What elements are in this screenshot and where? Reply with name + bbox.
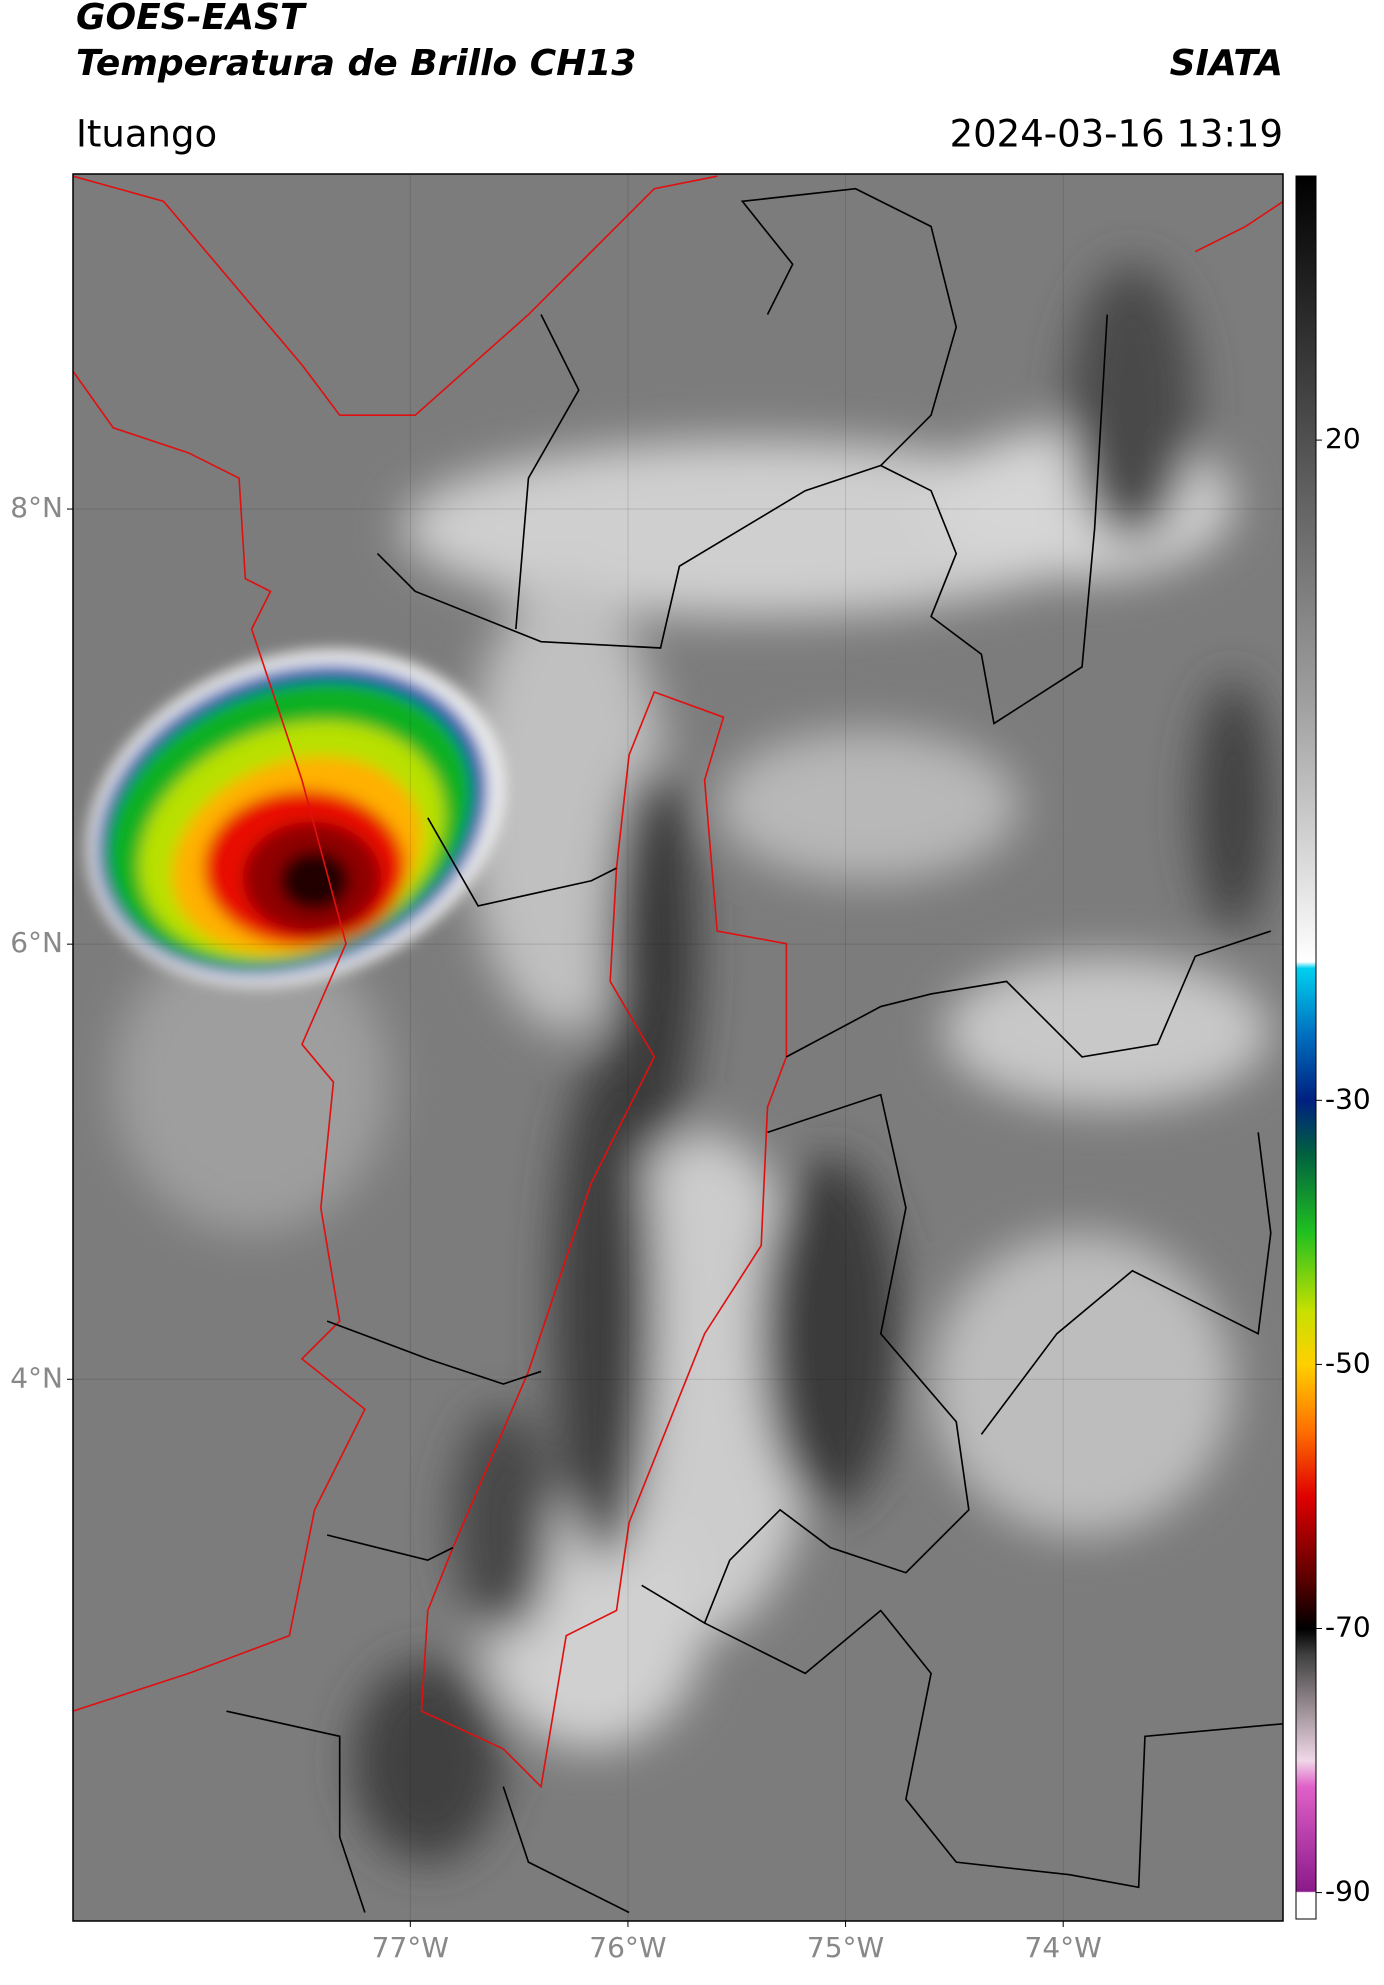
- colorbar-tick-label: -90: [1325, 1875, 1371, 1908]
- lon-tick-label: 74°W: [1025, 1931, 1102, 1964]
- lon-tick-label: 75°W: [807, 1931, 884, 1964]
- colorbar-tick-label: -50: [1325, 1346, 1371, 1379]
- storm-cell: [87, 649, 505, 986]
- colorbar-tick-label: 20: [1325, 422, 1361, 455]
- organization: SIATA: [1170, 43, 1283, 84]
- title-line1: GOES-EAST: [76, 0, 307, 38]
- lat-tick-label: 6°N: [10, 926, 63, 959]
- lon-tick-label: 77°W: [372, 1931, 449, 1964]
- title-line2: Temperatura de Brillo CH13: [76, 43, 636, 84]
- datetime: 2024-03-16 13:19: [950, 113, 1283, 156]
- colorbar-tick-label: -30: [1325, 1082, 1371, 1115]
- map-frame: [72, 173, 1284, 1922]
- colorbar-tick-label: -70: [1325, 1611, 1371, 1644]
- location: Ituango: [76, 113, 217, 156]
- lat-tick-label: 8°N: [10, 491, 63, 524]
- satellite-image: [73, 174, 1283, 1921]
- colorbar: [1295, 175, 1317, 1920]
- lon-tick-label: 76°W: [589, 1931, 666, 1964]
- lat-tick-label: 4°N: [10, 1361, 63, 1394]
